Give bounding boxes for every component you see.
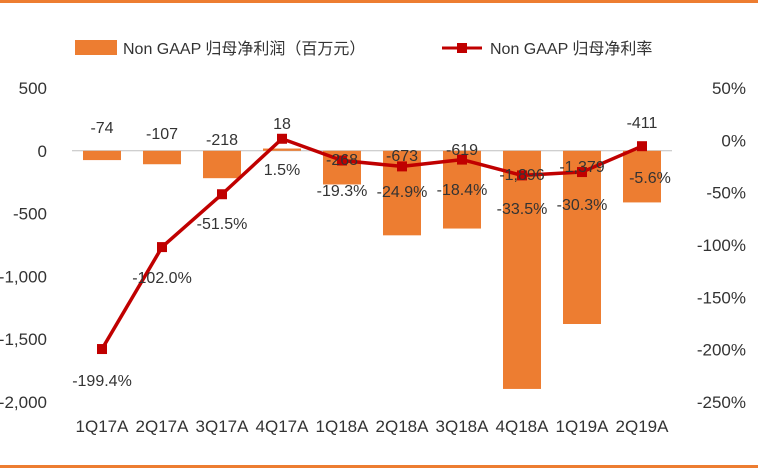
line-marker bbox=[217, 189, 227, 200]
y-right-tick-label: -100% bbox=[697, 236, 746, 255]
x-category-label: 2Q18A bbox=[376, 417, 430, 436]
bar-value-label: -74 bbox=[90, 120, 113, 137]
bar-value-label: -1,379 bbox=[559, 159, 604, 176]
x-category-label: 3Q18A bbox=[436, 417, 490, 436]
bar-series bbox=[83, 148, 661, 389]
bar-value-label: -107 bbox=[146, 126, 178, 143]
bar bbox=[143, 150, 181, 165]
line-marker bbox=[97, 344, 107, 355]
data-labels: -74 -107 -218 18 -268 -673 -619 -1,896 -1,379 -41… bbox=[72, 115, 671, 390]
axes: 500 0 -500 -1,000 -1,500 -2,000 50% 0% -50% -100%… bbox=[0, 79, 746, 436]
x-category-label: 4Q17A bbox=[256, 417, 310, 436]
bottom-rule bbox=[0, 465, 758, 468]
bar bbox=[83, 150, 121, 161]
y-left-tick-label: 0 bbox=[38, 142, 47, 161]
bar-value-label: -268 bbox=[326, 152, 358, 169]
line-value-label: -199.4% bbox=[72, 373, 132, 390]
y-right-tick-label: 0% bbox=[721, 131, 746, 150]
line-value-label: -30.3% bbox=[557, 197, 608, 214]
line-value-label: -5.6% bbox=[629, 170, 671, 187]
line-marker bbox=[337, 155, 347, 166]
y-left-tick-label: -1,500 bbox=[0, 330, 47, 349]
y-right-tick-label: -50% bbox=[706, 184, 746, 203]
line-marker bbox=[457, 154, 467, 165]
line-value-label: -102.0% bbox=[132, 270, 192, 287]
line-marker bbox=[277, 133, 287, 144]
x-category-label: 1Q17A bbox=[76, 417, 130, 436]
y-left-tick-label: -2,000 bbox=[0, 393, 47, 412]
bar-value-label: -1,896 bbox=[499, 167, 544, 184]
line-value-label: -24.9% bbox=[377, 184, 428, 201]
line-marker bbox=[397, 161, 407, 172]
x-category-label: 4Q18A bbox=[496, 417, 550, 436]
line-value-label: -33.5% bbox=[497, 201, 548, 218]
bar-value-label: -218 bbox=[206, 132, 238, 149]
x-category-label: 2Q17A bbox=[136, 417, 190, 436]
bar-value-label: -619 bbox=[446, 142, 478, 159]
line-path bbox=[100, 137, 643, 350]
bar-value-label: -673 bbox=[386, 148, 418, 165]
x-category-label: 1Q19A bbox=[556, 417, 610, 436]
x-category-label: 1Q18A bbox=[316, 417, 370, 436]
bar bbox=[503, 150, 541, 389]
top-rule bbox=[0, 0, 758, 3]
line-marker bbox=[157, 242, 167, 253]
y-left-tick-label: 500 bbox=[19, 79, 47, 98]
line-marker bbox=[517, 170, 527, 181]
line-value-label: 1.5% bbox=[264, 162, 300, 179]
y-left-tick-label: -500 bbox=[13, 205, 47, 224]
bar bbox=[263, 148, 301, 151]
line-marker bbox=[577, 167, 587, 178]
bar-value-label: 18 bbox=[273, 116, 291, 133]
y-left-tick-label: -1,000 bbox=[0, 267, 47, 286]
y-right-tick-label: 50% bbox=[712, 79, 746, 98]
y-right-tick-label: -250% bbox=[697, 393, 746, 412]
line-value-label: -18.4% bbox=[437, 182, 488, 199]
legend-line-label: Non GAAP 归母净利率 bbox=[490, 40, 652, 58]
line-marker bbox=[637, 141, 647, 152]
legend-bar-label: Non GAAP 归母净利润（百万元） bbox=[123, 40, 365, 58]
y-right-tick-label: -150% bbox=[697, 288, 746, 307]
line-value-label: -51.5% bbox=[197, 216, 248, 233]
x-category-label: 2Q19A bbox=[616, 417, 670, 436]
bar-value-label: -411 bbox=[627, 115, 658, 132]
legend: Non GAAP 归母净利润（百万元） Non GAAP 归母净利率 bbox=[75, 40, 652, 58]
legend-line-marker bbox=[457, 43, 467, 53]
legend-bar-swatch bbox=[75, 40, 117, 55]
bar bbox=[623, 150, 661, 203]
line-series bbox=[97, 133, 647, 355]
x-category-label: 3Q17A bbox=[196, 417, 250, 436]
bar bbox=[203, 150, 241, 179]
y-right-tick-label: -200% bbox=[697, 341, 746, 360]
line-value-label: -19.3% bbox=[317, 183, 368, 200]
bar bbox=[563, 150, 601, 325]
